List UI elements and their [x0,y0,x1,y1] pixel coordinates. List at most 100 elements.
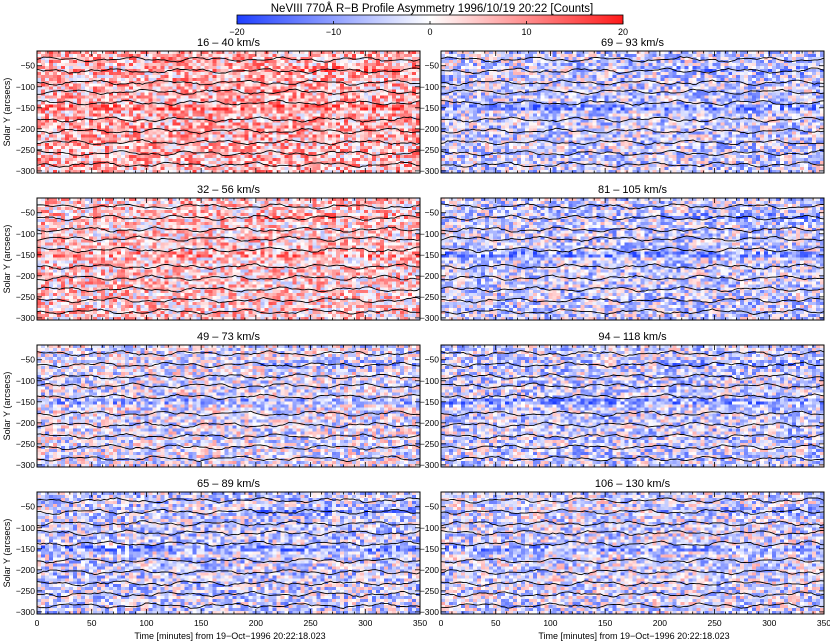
y-tick-label: −300 [420,313,439,323]
contour-line [441,149,824,157]
y-tick-label: −250 [420,439,439,449]
y-tick-label: −150 [16,250,35,260]
y-tick-label: −50 [21,208,36,218]
y-tick-label: −100 [16,229,35,239]
contour-line [37,308,420,315]
contour-line [37,297,420,304]
y-tick-label: −100 [16,376,35,386]
contour-line [441,373,824,380]
contour-line [441,297,824,304]
contour-line [37,568,420,576]
y-tick-label: −250 [16,439,35,449]
y-tick-label: −200 [420,565,439,575]
contour-line [37,350,420,357]
panel-title: 16 – 40 km/s [197,37,260,49]
contour-line [37,421,420,429]
colorbar-tick-label: 10 [521,27,531,37]
contour-line [37,361,420,369]
panel: 81 – 105 km/s −50 −100 −150 −200 −250 −300 [420,184,825,323]
contours [441,56,824,168]
contour-line [37,580,420,587]
panel: 69 – 93 km/s −50 −100 −150 −200 −250 −300 [420,37,825,176]
y-tick-label: −100 [420,82,439,92]
y-tick-label: −50 [21,61,36,71]
x-tick-label: 300 [358,618,372,628]
y-tick-label: −300 [16,166,35,176]
figure-title: NeVIII 770Å R−B Profile Asymmetry 1996/1… [271,2,594,15]
y-tick-label: −150 [420,544,439,554]
y-tick-label: −250 [420,145,439,155]
contour-line [441,455,824,462]
contour-line [37,497,420,504]
contour-line [37,508,420,515]
y-tick-label: −50 [425,502,440,512]
contour-line [37,393,420,400]
contour-line [441,308,824,315]
contour-line [37,99,420,106]
contours [37,203,420,315]
contour-line [37,263,420,270]
panel-frame [440,344,825,468]
y-tick-label: −100 [16,523,35,533]
y-tick-label: −150 [16,397,35,407]
x-tick-label: 50 [87,618,97,628]
y-tick-label: −250 [16,292,35,302]
contour-line [441,203,824,210]
y-tick-label: −250 [420,292,439,302]
contour-line [441,410,824,417]
contour-line [441,99,824,106]
contour-line [441,350,824,357]
colorbar-tick-label: −10 [326,27,341,37]
colorbar-tick-label: −20 [229,27,244,37]
y-tick-label: −50 [425,61,440,71]
contour-line [37,520,420,527]
colorbar-ticks: −20 −10 0 10 20 [229,21,628,37]
panel-title: 69 – 93 km/s [601,37,664,49]
y-axis-label: Solar Y (arcsecs) [2,78,12,147]
contours [37,497,420,609]
y-tick-label: −250 [420,586,439,596]
contour-line [441,214,824,221]
panel-title: 32 – 56 km/s [197,184,260,196]
contour-line [441,67,824,74]
contour-line [37,591,420,598]
panel-title: 81 – 105 km/s [598,184,668,196]
contour-line [441,235,824,242]
panel: 94 – 118 km/s −50 −100 −150 −200 −250 −300 [420,331,825,470]
contour-line [441,529,824,536]
y-tick-label: −150 [420,397,439,407]
x-tick-label: 100 [543,618,557,628]
y-axis-label: Solar Y (arcsecs) [2,225,12,294]
x-tick-label: 150 [194,618,208,628]
contour-line [441,263,824,270]
contour-line [37,433,420,440]
contour-line [441,557,824,564]
y-tick-label: −300 [16,607,35,617]
contour-line [441,286,824,293]
contour-line [37,67,420,74]
y-tick-label: −300 [16,460,35,470]
contour-line [37,602,420,609]
y-tick-label: −150 [420,250,439,260]
panel-frame [36,344,421,468]
contour-line [441,580,824,587]
y-tick-label: −200 [420,418,439,428]
y-tick-label: −100 [420,376,439,386]
y-tick-label: −250 [16,586,35,596]
contour-line [441,540,824,548]
contour-line [37,274,420,281]
panel-frame [440,50,825,174]
y-tick-label: −200 [16,418,35,428]
contour-line [441,421,824,429]
y-tick-label: −300 [16,313,35,323]
x-tick-label: 250 [707,618,721,628]
contour-line [37,116,420,123]
contour-line [441,274,824,282]
contour-line [37,455,420,462]
y-tick-label: −300 [420,460,439,470]
x-tick-label: 350 [413,618,427,628]
x-tick-label: 200 [653,618,667,628]
y-axis-label: Solar Y (arcsecs) [2,519,12,588]
